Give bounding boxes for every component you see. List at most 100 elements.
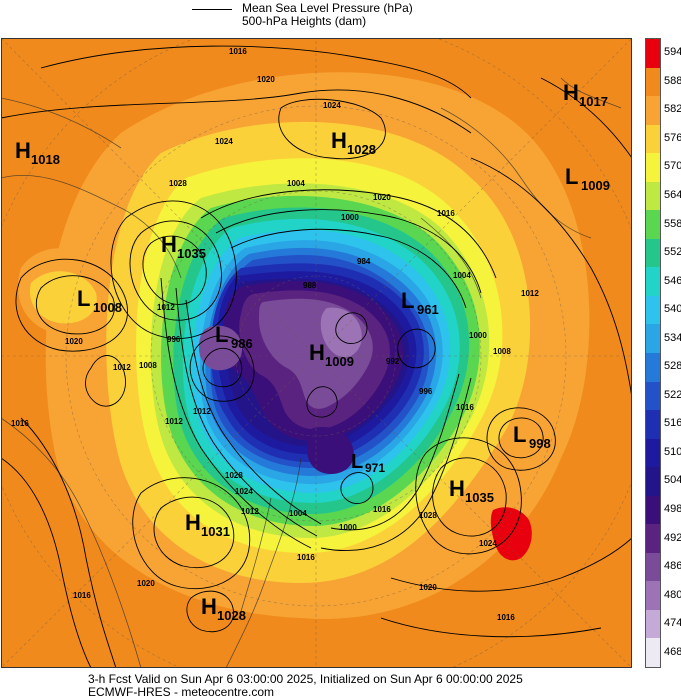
isobar-label: 1000 bbox=[341, 213, 359, 222]
low-pressure-center[interactable]: L 1009 bbox=[565, 164, 610, 193]
high-pressure-center[interactable]: H 1035 bbox=[161, 232, 206, 261]
colorbar-swatch bbox=[646, 638, 660, 668]
system-value: 1008 bbox=[93, 300, 122, 315]
low-pressure-center[interactable]: L 986 bbox=[215, 322, 253, 351]
weather-map[interactable]: 1016 1020 1024 1028 1024 1020 1016 1012 … bbox=[1, 38, 632, 668]
colorbar-swatch bbox=[646, 524, 660, 554]
high-pressure-center[interactable]: H 1009 bbox=[309, 340, 354, 369]
isobar-label: 1012 bbox=[165, 417, 183, 426]
system-type: L bbox=[513, 422, 526, 447]
high-pressure-center[interactable]: H 1031 bbox=[185, 510, 230, 539]
isobar-label: 1012 bbox=[157, 303, 175, 312]
system-value: 1035 bbox=[177, 246, 206, 261]
system-value: 1009 bbox=[581, 178, 610, 193]
isobar-label: 1016 bbox=[73, 591, 91, 600]
isobar-label: 984 bbox=[357, 257, 371, 266]
system-value: 1017 bbox=[579, 94, 608, 109]
isobar-label: 1028 bbox=[419, 511, 437, 520]
pressure-systems: H 1017 H 1018 H 1028 L 1009 H 1035 bbox=[15, 80, 610, 623]
colorbar-swatch bbox=[646, 581, 660, 611]
high-pressure-center[interactable]: H 1028 bbox=[201, 594, 246, 623]
map-border bbox=[1, 38, 632, 668]
colorbar-level-label: 546 bbox=[664, 274, 681, 287]
isobar-label: 1016 bbox=[297, 553, 315, 562]
isobar-label: 1012 bbox=[521, 289, 539, 298]
low-pressure-center[interactable]: L 998 bbox=[513, 422, 551, 451]
colorbar-swatch bbox=[646, 39, 660, 69]
system-value: 961 bbox=[417, 302, 439, 317]
colorbar-level-label: 564 bbox=[664, 189, 681, 201]
system-type: L bbox=[565, 164, 578, 189]
system-type: H bbox=[331, 128, 347, 153]
colorbar-swatch bbox=[646, 552, 660, 582]
isobar-label: 988 bbox=[303, 281, 317, 290]
isobar-label: 1016 bbox=[11, 419, 29, 428]
colorbar-swatch bbox=[646, 353, 660, 383]
coastlines bbox=[1, 77, 622, 668]
colorbar-swatch bbox=[646, 438, 660, 468]
system-value: 986 bbox=[231, 336, 253, 351]
high-pressure-center[interactable]: H 1028 bbox=[331, 128, 376, 157]
colorbar-swatch bbox=[646, 609, 660, 639]
isobar-label: 1004 bbox=[287, 179, 305, 188]
low-pressure-center[interactable]: L 1008 bbox=[77, 286, 122, 315]
high-pressure-center[interactable]: H 1018 bbox=[15, 138, 60, 167]
isobar-label: 1024 bbox=[479, 539, 497, 548]
system-type: L bbox=[77, 286, 90, 311]
colorbar-swatch bbox=[646, 295, 660, 325]
colorbar-swatch bbox=[646, 153, 660, 183]
colorbar-level-label: 504 bbox=[664, 474, 681, 487]
colorbar-swatch bbox=[646, 238, 660, 268]
isobar-label: 1020 bbox=[65, 337, 83, 346]
system-value: 1009 bbox=[325, 354, 354, 369]
system-value: 1028 bbox=[217, 608, 246, 623]
system-type: H bbox=[309, 340, 325, 365]
isobar-contours bbox=[1, 45, 632, 668]
isobar-label: 1008 bbox=[139, 361, 157, 370]
isobar-label: 996 bbox=[167, 335, 181, 344]
system-type: H bbox=[201, 594, 217, 619]
colorbar-level-label: 594 bbox=[664, 46, 681, 59]
isobar-label: 1020 bbox=[137, 579, 155, 588]
map-footer: 3-h Fcst Valid on Sun Apr 6 03:00:00 202… bbox=[88, 673, 523, 699]
isobar-label: 1016 bbox=[456, 403, 474, 412]
colorbar-level-label: 528 bbox=[664, 360, 681, 373]
map-canvas[interactable]: 1016 1020 1024 1028 1024 1020 1016 1012 … bbox=[1, 38, 632, 668]
colorbar-swatch bbox=[646, 381, 660, 411]
low-pressure-center[interactable]: L 961 bbox=[401, 288, 439, 317]
isobar-label: 1000 bbox=[469, 331, 487, 340]
height-field-498-south bbox=[307, 426, 354, 474]
system-type: H bbox=[185, 510, 201, 535]
high-pressure-center[interactable]: H 1017 bbox=[563, 80, 608, 109]
colorbar-swatch bbox=[646, 67, 660, 97]
isobar-label: 1020 bbox=[257, 75, 275, 84]
system-value: 1035 bbox=[465, 490, 494, 505]
colorbar-level-label: 570 bbox=[664, 160, 681, 173]
isobar-label: 1028 bbox=[169, 179, 187, 188]
isobar-label: 1016 bbox=[229, 47, 247, 56]
colorbar-level-label: 492 bbox=[664, 531, 681, 544]
isobar-label: 1028 bbox=[225, 471, 243, 480]
low-pressure-center[interactable]: L 971 bbox=[351, 451, 385, 475]
colorbar-level-label: 558 bbox=[664, 217, 681, 230]
system-value: 971 bbox=[365, 461, 385, 475]
isobar-line-sample bbox=[192, 9, 232, 10]
isobar-label: 1024 bbox=[235, 487, 253, 496]
colorbar-level-label: 516 bbox=[664, 417, 681, 430]
isobar-label: 992 bbox=[386, 357, 400, 366]
isobar-label: 1012 bbox=[113, 363, 131, 372]
high-pressure-center[interactable]: H 1035 bbox=[449, 476, 494, 505]
system-value: 1031 bbox=[201, 524, 230, 539]
colorbar-level-label: 498 bbox=[664, 503, 681, 515]
colorbar-swatch bbox=[646, 267, 660, 297]
system-type: L bbox=[401, 288, 414, 313]
colorbar-level-label: 552 bbox=[664, 246, 681, 259]
system-type: H bbox=[449, 476, 465, 501]
height-colorbar bbox=[645, 38, 661, 668]
system-type: H bbox=[563, 80, 579, 105]
isobar-label: 996 bbox=[419, 387, 433, 396]
map-legend: Mean Sea Level Pressure (hPa) 500-hPa He… bbox=[192, 2, 492, 30]
colorbar-swatch bbox=[646, 467, 660, 497]
colorbar-level-label: 582 bbox=[664, 103, 681, 116]
colorbar-level-label: 468 bbox=[664, 645, 681, 658]
